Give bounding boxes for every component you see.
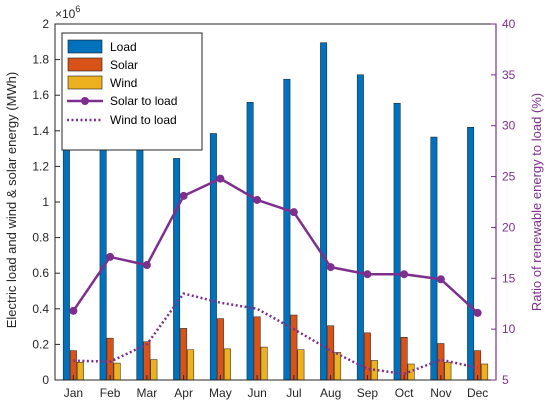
right-tick-label: 20: [502, 220, 516, 234]
bar-solar-apr: [180, 328, 188, 381]
point-solar-to-load-nov: [436, 275, 445, 284]
x-tick-label-jan: Jan: [64, 386, 83, 400]
left-tick-label: 1.6: [32, 88, 49, 102]
left-tick-label: 0.8: [32, 231, 49, 245]
right-tick-label: 40: [502, 17, 516, 31]
left-tick-label: 0.2: [32, 337, 49, 351]
point-solar-to-load-jan: [69, 306, 78, 315]
right-tick-label: 5: [502, 373, 509, 387]
x-tick-label-jun: Jun: [247, 386, 266, 400]
left-tick-label: 0.6: [32, 266, 49, 280]
legend-label-wind-to-load: Wind to load: [110, 113, 177, 127]
x-tick-label-dec: Dec: [467, 386, 488, 400]
bar-solar-jun: [253, 316, 261, 381]
bar-solar-may: [216, 318, 224, 381]
bar-load-may: [209, 133, 217, 381]
bar-wind-nov: [444, 361, 452, 381]
right-axis-label: Ratio of renewable energy to load (%): [529, 93, 544, 311]
lines-layer: [69, 174, 482, 376]
bar-wind-jan: [76, 361, 84, 381]
point-solar-to-load-jun: [253, 195, 262, 204]
x-tick-label-sep: Sep: [357, 386, 379, 400]
point-solar-to-load-feb: [106, 252, 115, 261]
left-tick-label: 1.8: [32, 53, 49, 67]
point-solar-to-load-mar: [142, 261, 151, 270]
right-tick-label: 35: [502, 68, 516, 82]
x-tick-label-mar: Mar: [137, 386, 158, 400]
point-solar-to-load-apr: [179, 191, 188, 200]
bar-load-jun: [246, 102, 254, 381]
x-tick-label-oct: Oct: [395, 386, 414, 400]
x-tick-label-jul: Jul: [286, 386, 301, 400]
bar-wind-apr: [187, 349, 195, 381]
right-tick-label: 30: [502, 119, 516, 133]
right-axis-ticks: 5 10 15 20 25 30 35 40: [491, 17, 516, 387]
bar-wind-aug: [334, 352, 342, 381]
bar-load-mar: [136, 143, 144, 381]
legend-swatch-solar: [67, 57, 103, 72]
x-tick-label-feb: Feb: [100, 386, 121, 400]
bar-solar-sep: [363, 332, 371, 381]
legend-label-solar-to-load: Solar to load: [110, 94, 177, 108]
x-tick-label-apr: Apr: [174, 386, 193, 400]
left-tick-label: 2: [42, 17, 49, 31]
point-solar-to-load-jul: [289, 208, 298, 217]
x-tick-label-aug: Aug: [320, 386, 341, 400]
legend-marker-solar-to-load: [81, 97, 89, 105]
right-tick-label: 15: [502, 271, 516, 285]
point-solar-to-load-may: [216, 174, 225, 183]
bar-load-aug: [320, 42, 328, 381]
bar-load-apr: [173, 158, 181, 381]
line-wind-to-load: [73, 292, 478, 376]
right-tick-label: 10: [502, 322, 516, 336]
bar-load-sep: [356, 74, 364, 381]
bar-solar-jul: [290, 314, 298, 381]
left-tick-label: 0.4: [32, 302, 49, 316]
bar-wind-mar: [150, 359, 158, 381]
point-solar-to-load-aug: [326, 263, 335, 272]
point-solar-to-load-dec: [473, 308, 482, 317]
legend-label-load: Load: [110, 40, 137, 54]
bar-solar-feb: [106, 337, 114, 381]
bar-wind-jun: [260, 346, 268, 381]
bar-wind-jul: [297, 349, 305, 381]
x-axis-ticks: Jan Feb Mar Apr May Jun Jul Aug Sep Oct Nov Dec: [64, 375, 488, 400]
legend-label-solar: Solar: [110, 58, 138, 72]
legend-swatch-load: [67, 39, 103, 54]
left-tick-label: 1.2: [32, 159, 49, 173]
point-solar-to-load-oct: [400, 270, 409, 279]
left-tick-label: 1.4: [32, 124, 49, 138]
bar-solar-mar: [143, 341, 151, 381]
legend-box: [61, 32, 203, 151]
legend-label-wind: Wind: [110, 76, 137, 90]
x-tick-label-nov: Nov: [430, 386, 451, 400]
left-tick-label: 1: [42, 195, 49, 209]
x-tick-label-may: May: [209, 386, 232, 400]
left-axis-ticks: 0 0.2 0.4 0.6 0.8 1 1.2 1.4 1.6 1.8 2: [32, 17, 60, 387]
bar-load-feb: [99, 135, 107, 381]
bar-load-oct: [393, 102, 401, 381]
bar-load-nov: [430, 136, 438, 381]
legend: Load Solar Wind Solar to load Wind to lo…: [61, 32, 203, 151]
left-tick-label: 0: [42, 373, 49, 387]
line-solar-to-load: [72, 177, 479, 314]
point-solar-to-load-sep: [363, 270, 372, 279]
left-axis-label: Electric load and wind & solar energy (M…: [4, 72, 19, 329]
bar-wind-feb: [113, 362, 121, 381]
left-axis-exponent: ×106: [55, 4, 80, 21]
bar-load-jul: [283, 78, 291, 381]
bar-load-dec: [467, 126, 475, 381]
bar-load-jan: [62, 134, 70, 381]
right-tick-label: 25: [502, 170, 516, 184]
legend-swatch-wind: [67, 75, 103, 90]
bar-wind-dec: [481, 363, 489, 381]
bar-wind-may: [223, 348, 231, 381]
